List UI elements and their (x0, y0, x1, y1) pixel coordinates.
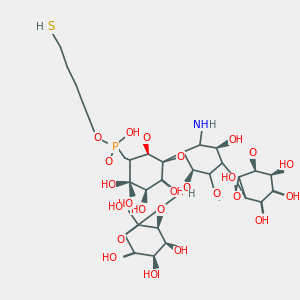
Polygon shape (271, 168, 284, 175)
Text: O: O (104, 157, 112, 167)
Text: H: H (209, 120, 216, 130)
Text: O: O (248, 148, 257, 158)
Text: O: O (182, 183, 190, 193)
Text: NH: NH (193, 120, 208, 130)
Polygon shape (154, 256, 158, 268)
Polygon shape (142, 190, 147, 203)
Polygon shape (250, 158, 256, 171)
Text: O: O (233, 192, 241, 202)
Text: HO: HO (101, 180, 116, 190)
Text: O: O (227, 174, 235, 184)
Text: O: O (142, 133, 150, 143)
Text: O: O (117, 235, 125, 245)
Text: S: S (47, 20, 54, 34)
Text: H: H (188, 189, 196, 199)
Text: OH: OH (229, 135, 244, 145)
Text: HO: HO (143, 270, 158, 280)
Text: O: O (157, 205, 165, 215)
Text: OH: OH (170, 187, 185, 197)
Polygon shape (185, 170, 193, 183)
Text: HO: HO (279, 160, 294, 170)
Text: H: H (36, 22, 44, 32)
Text: O: O (93, 133, 102, 143)
Text: HO: HO (221, 173, 236, 183)
Text: HO: HO (118, 199, 133, 209)
Text: OH: OH (146, 270, 160, 280)
Text: OH: OH (125, 128, 140, 138)
Text: P: P (112, 142, 118, 152)
Text: O: O (212, 189, 220, 199)
Text: OH: OH (255, 216, 270, 226)
Polygon shape (217, 141, 229, 148)
Text: HO: HO (102, 253, 117, 263)
Text: O: O (176, 152, 184, 162)
Polygon shape (143, 141, 148, 154)
Polygon shape (116, 182, 130, 187)
Text: HO: HO (108, 202, 123, 212)
Text: OH: OH (285, 192, 300, 202)
Text: OH: OH (174, 246, 189, 256)
Polygon shape (166, 243, 177, 250)
Polygon shape (158, 216, 162, 228)
Text: HO: HO (131, 205, 146, 215)
Polygon shape (130, 182, 135, 196)
